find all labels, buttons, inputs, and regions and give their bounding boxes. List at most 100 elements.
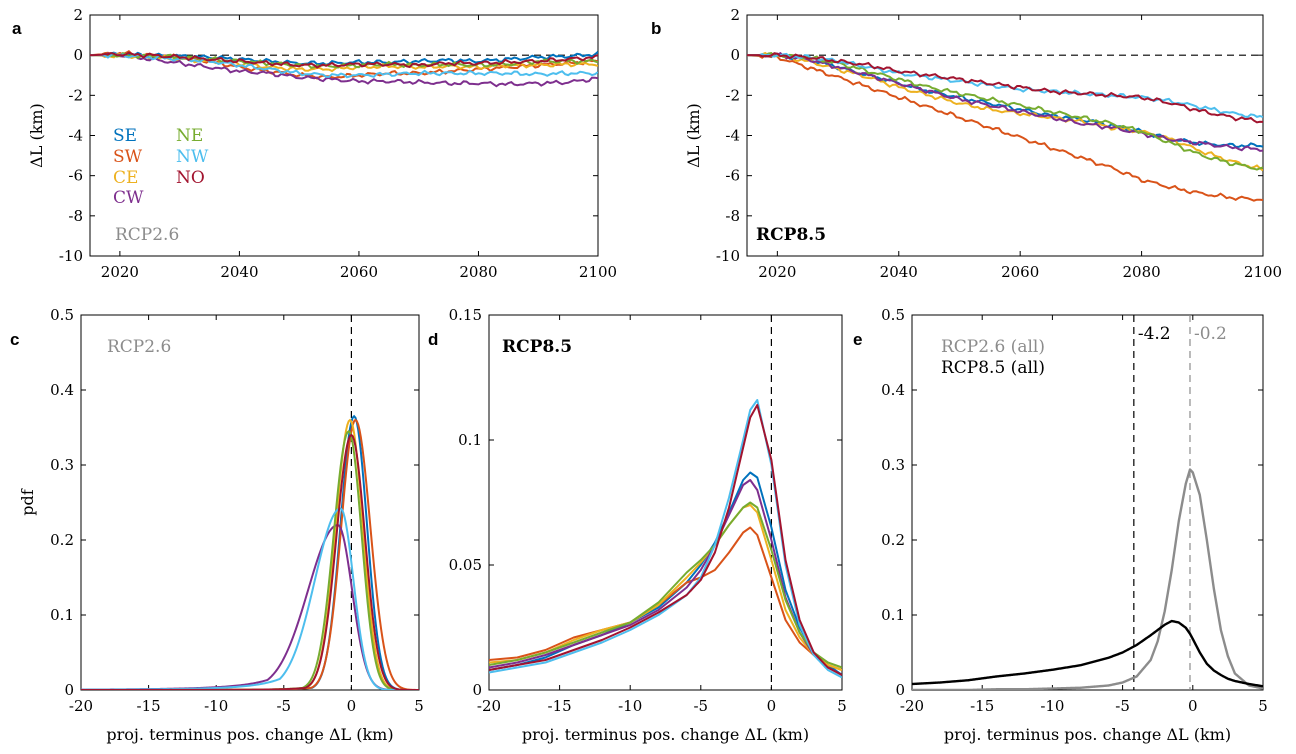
y-tick-label: -10 <box>716 247 740 265</box>
x-tick-label: 5 <box>414 697 424 715</box>
axes-frame <box>89 14 599 257</box>
pdf-curve-cw <box>489 479 842 676</box>
x-tick-label: -10 <box>618 697 642 715</box>
series-line-cw <box>90 52 598 88</box>
y-tick-label: 0.5 <box>50 306 74 324</box>
y-axis-label: pdf <box>18 488 37 515</box>
panel-letter: a <box>12 19 22 38</box>
scenario-annotation: RCP2.6 <box>107 337 171 357</box>
y-axis-label: ΔL (km) <box>684 103 703 168</box>
x-tick-label: 2020 <box>758 263 796 281</box>
legend-entry-cw: CW <box>113 188 144 208</box>
y-tick-label: -4 <box>68 127 83 145</box>
x-tick-label: -5 <box>276 697 291 715</box>
y-tick-label: 0.4 <box>50 381 74 399</box>
y-tick-label: 0.3 <box>50 456 74 474</box>
x-axis-label: proj. terminus pos. change ΔL (km) <box>522 725 809 744</box>
panel-letter: c <box>10 330 19 349</box>
panel-letter: e <box>853 330 862 349</box>
y-tick-label: -2 <box>68 86 83 104</box>
x-tick-label: 5 <box>1258 697 1268 715</box>
series-line-ne <box>90 51 598 69</box>
y-tick-label: -6 <box>725 167 740 185</box>
legend-entry-se: SE <box>113 126 137 146</box>
legend-entry-nw: NW <box>176 147 209 167</box>
legend-entry-ce: CE <box>113 168 138 188</box>
pdf-curve-se <box>489 471 842 676</box>
legend-entry-sw: SW <box>113 147 143 167</box>
axes-frame <box>746 14 1264 257</box>
pdf-curve-sw <box>81 418 419 690</box>
y-tick-label: -2 <box>725 86 740 104</box>
legend-entry-no: NO <box>176 168 205 188</box>
x-tick-label: -15 <box>137 697 161 715</box>
x-tick-label: 2100 <box>1244 263 1282 281</box>
x-tick-label: 5 <box>837 697 847 715</box>
y-tick-label: 0 <box>73 46 83 64</box>
y-tick-label: 0.5 <box>881 306 905 324</box>
x-tick-label: 2020 <box>101 263 139 281</box>
median-label: -4.2 <box>1138 324 1171 344</box>
y-tick-label: -8 <box>68 207 83 225</box>
y-tick-label: 0.2 <box>881 531 905 549</box>
y-tick-label: -10 <box>59 247 83 265</box>
series-line-ne <box>747 51 1263 171</box>
plot-area <box>81 315 419 690</box>
scenario-annotation: RCP2.6 <box>115 225 179 245</box>
axes-frame <box>488 314 843 691</box>
y-tick-label: 0.2 <box>50 531 74 549</box>
y-tick-label: 0.4 <box>881 381 905 399</box>
y-tick-label: 2 <box>730 6 740 24</box>
y-tick-label: 0.05 <box>449 556 482 574</box>
plot-area <box>489 315 842 690</box>
plot-area <box>90 50 598 88</box>
x-axis-label: proj. terminus pos. change ΔL (km) <box>944 725 1231 744</box>
x-tick-label: 2060 <box>1001 263 1039 281</box>
pdf-curve-rcp85-all <box>912 619 1263 688</box>
pdf-curve-rcp26-all <box>912 468 1263 690</box>
y-tick-label: 0 <box>730 46 740 64</box>
panel-d: -20 -15 -10 -5 0 5 0 0.05 0.1 0.15 d proj. terminus… <box>428 306 847 744</box>
x-tick-label: 2080 <box>1122 263 1160 281</box>
series-line-no <box>747 52 1263 124</box>
x-tick-label: 0 <box>1188 697 1198 715</box>
series-line-no <box>90 51 598 69</box>
panel-letter: b <box>651 19 661 38</box>
x-tick-label: -15 <box>548 697 572 715</box>
x-tick-label: 2100 <box>579 263 617 281</box>
y-tick-label: 0.3 <box>881 456 905 474</box>
series-line-nw <box>90 52 598 79</box>
x-tick-label: 0 <box>347 697 357 715</box>
x-tick-label: -20 <box>900 697 924 715</box>
x-tick-label: -20 <box>477 697 501 715</box>
panel-b: 2020 2040 2060 2080 2100 2 0 -2 -4 -6 -8 -10 b ΔL (km… <box>651 6 1282 281</box>
y-tick-label: 2 <box>73 6 83 24</box>
series-line-ce <box>747 51 1263 172</box>
pdf-curve-ne <box>489 501 842 669</box>
series-line-sw <box>747 53 1263 202</box>
x-tick-label: -5 <box>693 697 708 715</box>
y-axis-label: ΔL (km) <box>27 103 46 168</box>
pdf-curve-ce <box>489 504 842 671</box>
pdf-curve-ne <box>81 429 419 690</box>
series-line-cw <box>747 51 1263 152</box>
x-axis-label: proj. terminus pos. change ΔL (km) <box>106 725 393 744</box>
legend-entry: RCP2.6 (all) <box>941 337 1045 357</box>
x-tick-label: -5 <box>1115 697 1130 715</box>
x-tick-label: 2080 <box>459 263 497 281</box>
plot-area <box>912 315 1263 690</box>
axes-frame <box>911 314 1264 691</box>
scenario-annotation: RCP8.5 <box>756 225 826 245</box>
median-label: -0.2 <box>1194 324 1227 344</box>
x-tick-label: 2040 <box>880 263 918 281</box>
pdf-curve-no <box>81 433 419 690</box>
pdf-curve-nw <box>489 399 842 679</box>
panel-letter: d <box>428 330 438 349</box>
x-tick-label: -20 <box>69 697 93 715</box>
y-tick-label: 0.1 <box>50 606 74 624</box>
y-tick-label: -4 <box>725 127 740 145</box>
x-tick-label: 0 <box>767 697 777 715</box>
y-tick-label: 0.1 <box>458 431 482 449</box>
y-tick-label: -6 <box>68 167 83 185</box>
x-tick-label: -15 <box>970 697 994 715</box>
